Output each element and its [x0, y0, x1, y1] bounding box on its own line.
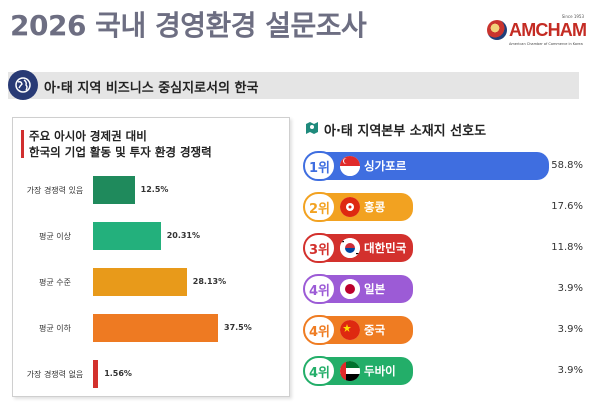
amcham-logo: Since 1953 AMCHAM American Chamber of Co… [487, 14, 587, 50]
bar-category-label: 가장 경쟁력 없음 [26, 370, 84, 379]
page-title: 2026 국내 경영환경 설문조사 [10, 9, 367, 42]
banner-text: 아·태 지역 비즈니스 중심지로서의 한국 [44, 81, 259, 96]
bar-value-label: 58.8% [551, 160, 583, 171]
bar-value-label: 28.13% [192, 277, 227, 286]
bar-value-label: 1.56% [104, 369, 132, 378]
bar [93, 268, 187, 296]
map-icon [306, 122, 318, 134]
bar-category-label: 대한민국 [364, 241, 407, 255]
left-chart-title: 주요 아시아 경제권 대비 한국의 기업 활동 및 투자 환경 경쟁력 [29, 128, 212, 160]
bar-value-label: 20.31% [166, 231, 201, 240]
china-flag-icon [340, 320, 360, 340]
bar-value-label: 37.5% [224, 323, 252, 332]
bar-value-label: 11.8% [551, 242, 583, 253]
korea-flag-icon [340, 238, 360, 258]
bar-category-label: 중국 [364, 323, 386, 337]
rank-badge: 3위 [303, 233, 336, 263]
bar-value-label: 17.6% [551, 201, 583, 212]
globe-icon [487, 20, 507, 40]
rank-row: 4위 일본 [303, 274, 583, 304]
bar [93, 314, 218, 342]
rank-badge: 4위 [303, 274, 336, 304]
rank-row: 3위 대한민국 [303, 233, 583, 263]
bar [93, 222, 161, 250]
bar-category-label: 홍콩 [364, 200, 386, 214]
rank-row: 2위 홍콩 [303, 192, 583, 222]
rank-badge: 1위 [303, 151, 336, 181]
bar [93, 176, 135, 204]
bar-category-label: 가장 경쟁력 있음 [26, 186, 84, 195]
logo-name: AMCHAM [509, 20, 587, 40]
left-chart-title-line2: 한국의 기업 활동 및 투자 환경 경쟁력 [29, 145, 212, 159]
bar-category-label: 일본 [364, 282, 386, 296]
globe-icon [8, 70, 38, 100]
logo-since: Since 1953 [561, 14, 584, 19]
left-chart-title-line1: 주요 아시아 경제권 대비 [29, 129, 147, 143]
rank-row: 1위 싱가포르 [303, 151, 583, 181]
bar-value-label: 12.5% [140, 185, 169, 194]
right-chart-title: 아·태 지역본부 소재지 선호도 [324, 124, 487, 139]
bar-value-label: 3.9% [557, 324, 583, 335]
logo-subtitle: American Chamber of Commerce in Korea [509, 42, 583, 46]
rank-badge: 4위 [303, 315, 336, 345]
rank-badge: 4위 [303, 356, 336, 386]
bar [93, 360, 99, 388]
bar-category-label: 평균 이상 [39, 232, 71, 241]
bar-category-label: 평균 수준 [39, 278, 71, 287]
rank-badge: 2위 [303, 192, 336, 222]
uae-flag-icon [340, 361, 360, 381]
rank-row: 4위 두바이 [303, 356, 583, 386]
bar-value-label: 3.9% [557, 365, 583, 376]
japan-flag-icon [340, 279, 360, 299]
bar-category-label: 두바이 [364, 364, 396, 378]
bar-category-label: 싱가포르 [364, 159, 407, 173]
rank-row: 4위 중국 [303, 315, 583, 345]
hong-kong-flag-icon [340, 197, 360, 217]
bar-category-label: 평균 이하 [39, 324, 71, 333]
bar-value-label: 3.9% [557, 283, 583, 294]
singapore-flag-icon [340, 156, 360, 176]
left-chart-panel: 주요 아시아 경제권 대비 한국의 기업 활동 및 투자 환경 경쟁력 가장 경… [12, 117, 290, 397]
section-banner [8, 72, 579, 99]
title-accent-bar [21, 130, 24, 158]
